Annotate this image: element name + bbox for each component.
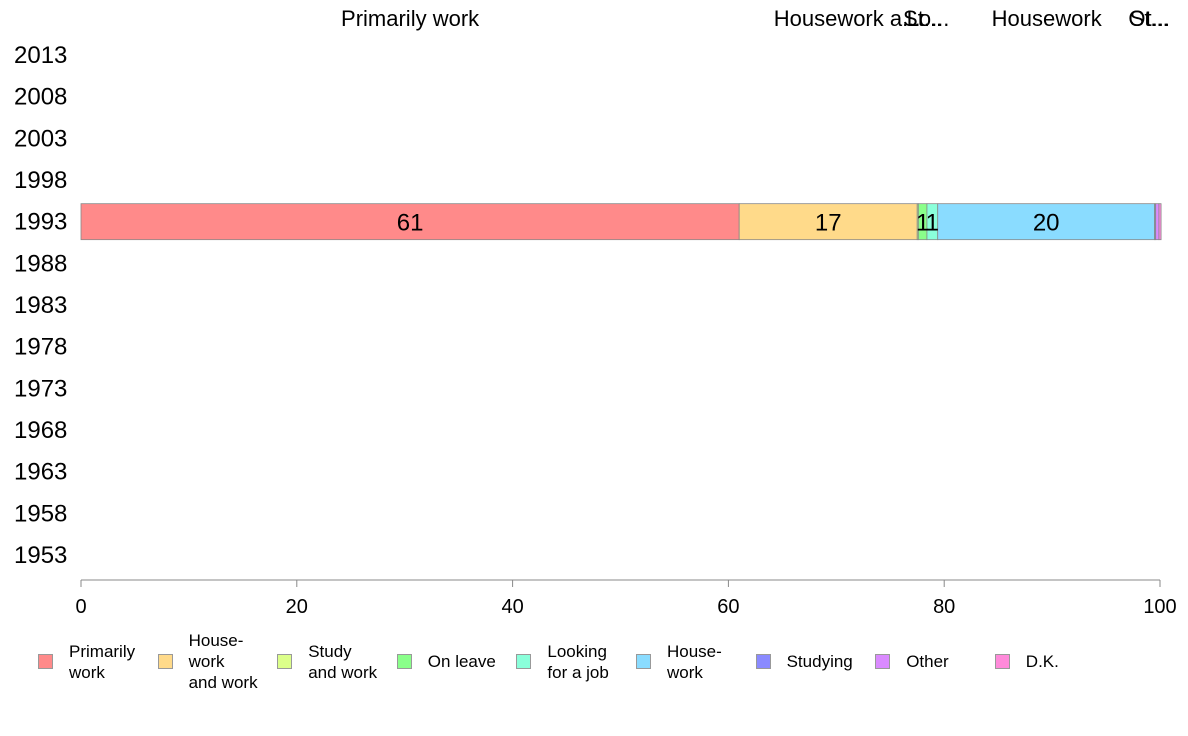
bars bbox=[80, 203, 1162, 241]
y-tick-label: 1998 bbox=[14, 167, 67, 194]
segment-header-label: Housework a... bbox=[774, 6, 921, 31]
legend-item: Primarily work bbox=[38, 630, 135, 693]
legend-item: D.K. bbox=[994, 630, 1059, 693]
legend-item: Other bbox=[875, 630, 949, 693]
legend-swatch bbox=[38, 654, 53, 669]
segment-header-label: Primarily work bbox=[341, 6, 480, 31]
bar-segment bbox=[1155, 203, 1160, 241]
legend-label: House- work and work bbox=[188, 631, 258, 692]
legend-item: Looking for a job bbox=[516, 630, 609, 693]
legend-swatch bbox=[516, 654, 532, 669]
legend-item: House- work bbox=[636, 630, 722, 693]
y-tick-label: 1978 bbox=[14, 334, 67, 361]
legend-swatch bbox=[277, 654, 293, 669]
x-tick-label: 20 bbox=[286, 596, 308, 618]
y-tick-label: 2008 bbox=[14, 84, 67, 111]
legend-item: Study and work bbox=[277, 630, 377, 693]
y-tick-label: 1963 bbox=[14, 459, 67, 486]
segment-header-label: Housework bbox=[992, 6, 1103, 31]
segment-header-label: Lo... bbox=[907, 6, 950, 31]
legend: Primarily work House- work and work Study … bbox=[38, 630, 1158, 700]
data-label: 1 bbox=[916, 210, 929, 237]
data-label: 1 bbox=[926, 210, 939, 237]
segment-header-label: St... bbox=[903, 6, 942, 31]
bar-segment bbox=[80, 203, 740, 241]
x-tick-label: 0 bbox=[75, 596, 86, 618]
segment-header-label: Ot... bbox=[1128, 6, 1170, 31]
legend-swatch bbox=[994, 654, 1010, 669]
y-axis-labels: 2013 2008 2003 1998 1993 1988 1983 1978 1973 1968… bbox=[14, 42, 67, 569]
legend-label: On leave bbox=[427, 652, 496, 671]
y-tick-label: 1973 bbox=[14, 375, 67, 402]
y-tick-label: 1953 bbox=[14, 542, 67, 569]
data-label: 20 bbox=[1033, 210, 1060, 237]
legend-item: House- work and work bbox=[157, 630, 258, 693]
x-tick-label: 60 bbox=[717, 596, 739, 618]
legend-label: Looking for a job bbox=[547, 641, 609, 682]
y-tick-label: 2003 bbox=[14, 125, 67, 152]
legend-swatch bbox=[755, 654, 771, 669]
legend-item: Studying bbox=[755, 630, 853, 693]
bar-segment bbox=[937, 203, 1156, 241]
legend-swatch bbox=[396, 654, 412, 669]
segment-header-label: St... bbox=[1130, 6, 1169, 31]
legend-label: House- work bbox=[667, 641, 722, 682]
legend-swatch bbox=[875, 654, 891, 669]
legend-label: Study and work bbox=[308, 641, 378, 682]
y-tick-label: 2013 bbox=[14, 42, 67, 69]
y-tick-label: 1958 bbox=[14, 500, 67, 527]
bar-segment bbox=[1158, 203, 1162, 241]
data-label: 17 bbox=[815, 210, 842, 237]
legend-swatch bbox=[636, 654, 651, 669]
legend-label: Studying bbox=[786, 652, 853, 671]
legend-label: Primarily work bbox=[69, 641, 136, 682]
y-tick-label: 1993 bbox=[14, 209, 67, 236]
y-tick-label: 1968 bbox=[14, 417, 67, 444]
x-tick-label: 100 bbox=[1143, 596, 1176, 618]
x-tick-label: 80 bbox=[933, 596, 955, 618]
segment-header-labels: Primarily work Housework a...St...Lo... Ho… bbox=[341, 6, 1170, 31]
data-label: 61 bbox=[397, 210, 424, 237]
legend-swatch bbox=[157, 654, 173, 669]
x-tick-label: 40 bbox=[501, 596, 523, 618]
x-axis: 0 20 40 60 80 100 bbox=[75, 579, 1177, 618]
y-tick-label: 1988 bbox=[14, 250, 67, 277]
legend-label: D.K. bbox=[1025, 652, 1059, 671]
legend-item: On leave bbox=[396, 630, 496, 693]
legend-label: Other bbox=[906, 652, 949, 671]
data-labels: 61 17 11 20 bbox=[397, 210, 1060, 237]
y-tick-label: 1983 bbox=[14, 292, 67, 319]
